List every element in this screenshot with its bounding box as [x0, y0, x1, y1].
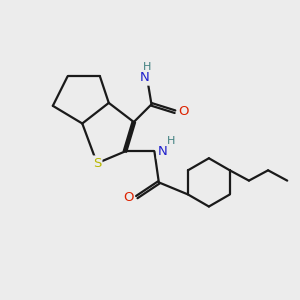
- Text: N: N: [140, 71, 150, 84]
- Text: O: O: [123, 190, 134, 204]
- Text: O: O: [178, 105, 188, 118]
- Text: H: H: [167, 136, 175, 146]
- Text: N: N: [158, 145, 167, 158]
- Text: S: S: [93, 157, 101, 170]
- Text: H: H: [143, 62, 151, 72]
